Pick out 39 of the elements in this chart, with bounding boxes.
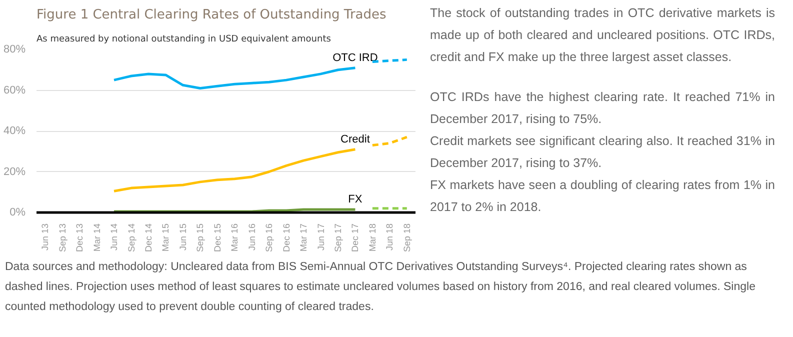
x-tick-label: Dec 15 <box>212 223 222 252</box>
x-tick-label: Sep 13 <box>57 223 68 252</box>
chart-subtitle: As measured by notional outstanding in USD equivalent amounts <box>36 34 332 44</box>
text: Credit markets see significant clearing also. It reached 31% in December 2017, rising to 37%. <box>430 133 775 172</box>
x-tick-label: Mar 14 <box>92 223 102 252</box>
series-label: FX <box>348 193 363 206</box>
x-tick-label: Mar 15 <box>160 223 171 252</box>
x-tick-label: Dec 13 <box>74 223 85 252</box>
x-tick-label: Jun 18 <box>384 223 395 251</box>
x-tick-label: Mar 17 <box>298 223 309 252</box>
y-tick-label: 40% <box>3 125 26 137</box>
x-tick-label: Sep 14 <box>126 223 136 252</box>
x-tick-label: Dec 17 <box>350 223 360 252</box>
x-tick-label: Jun 15 <box>178 223 188 251</box>
text: The stock of outstanding trades in OTC derivative markets is made up of both cleared and uncleared positions. OTC IRDs, credit and FX make up the three largest asset classes. <box>430 5 775 66</box>
x-tick-label: Jun 16 <box>246 223 257 251</box>
x-tick-label: Sep 16 <box>264 223 274 252</box>
y-tick-label: 60% <box>3 84 26 96</box>
x-tick-label: Mar 18 <box>367 223 378 252</box>
series-label: Credit <box>340 133 370 146</box>
text: FX markets have seen a doubling of clearing rates from 1% in 2017 to 2% in 2018. <box>430 177 775 216</box>
y-tick-label: 0% <box>10 206 26 218</box>
line-series <box>112 148 356 192</box>
x-tick-label: Sep 18 <box>402 223 412 252</box>
x-tick-label: Dec 14 <box>143 223 154 252</box>
x-tick-label: Sep 17 <box>332 223 343 252</box>
x-tick-label: Sep 15 <box>195 223 206 252</box>
x-tick-label: Jun 13 <box>40 223 50 251</box>
y-tick-label: 80% <box>3 44 26 56</box>
text: OTC IRDs have the highest clearing rate. It reached 71% in December 2017, rising to 75%. <box>430 89 775 128</box>
series-label: OTC IRD <box>332 52 378 64</box>
chart-title: Figure 1 Central Clearing Rates of Outstanding Trades <box>36 8 387 22</box>
x-tick-label: Jun 14 <box>109 223 120 251</box>
line-series <box>112 66 356 90</box>
y-tick-label: 20% <box>3 166 26 178</box>
x-tick-label: Mar 16 <box>230 223 240 252</box>
text: Data sources and methodology: Uncleared data from BIS Semi-Annual OTC Derivatives Outstanding Surveys⁴. Projected clearing rates shown as dashed lines. Projection uses method of least squares to estimate uncleared volumes based on history from 2016, and real cleared volumes. Single counted methodology used to prevent double counting of cleared trades. <box>5 260 756 315</box>
x-tick-label: Jun 17 <box>316 223 326 251</box>
x-tick-label: Dec 16 <box>281 223 292 252</box>
